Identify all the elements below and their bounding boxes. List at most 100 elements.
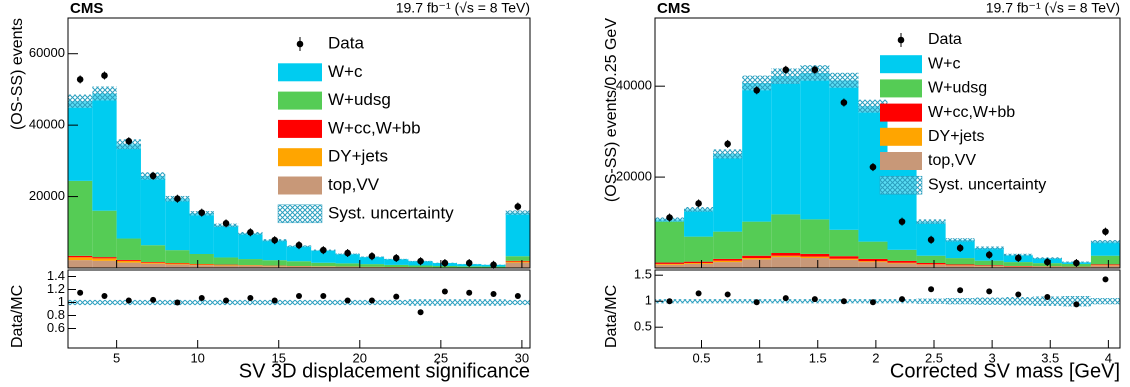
histogram-bar <box>505 261 530 263</box>
histogram-bar <box>800 258 830 268</box>
histogram-bar <box>213 265 239 268</box>
ratio-uncertainty-band <box>481 299 506 306</box>
ratio-uncertainty-band <box>408 299 433 306</box>
ratio-point <box>1044 294 1051 301</box>
histogram-bar <box>286 261 312 267</box>
data-point <box>465 259 473 267</box>
ratio-frame <box>654 269 1121 349</box>
histogram-bar <box>800 256 830 258</box>
legend-label: Syst. uncertainty <box>328 203 454 222</box>
ratio-point <box>840 298 847 305</box>
histogram-bar <box>408 265 433 268</box>
histogram-bar <box>68 180 93 256</box>
histogram-bar <box>800 219 830 254</box>
histogram-bar <box>92 210 117 258</box>
histogram-bar <box>829 258 859 260</box>
ratio-y-tick-label: 1 <box>645 293 652 308</box>
histogram-bar <box>771 76 801 215</box>
legend-swatch <box>880 79 922 98</box>
ratio-uncertainty-band <box>713 299 743 304</box>
histogram-bar <box>771 253 801 256</box>
ratio-point <box>441 288 448 295</box>
data-point <box>869 163 877 171</box>
legend-label: top,VV <box>928 152 976 169</box>
ratio-y-tick-label: 0.8 <box>47 307 65 322</box>
ratio-point <box>1073 301 1080 308</box>
ratio-uncertainty-band <box>286 299 312 306</box>
legend-swatch <box>880 55 922 74</box>
ratio-uncertainty-band <box>457 299 482 306</box>
histogram-bar <box>286 266 312 268</box>
histogram-bar <box>945 264 975 266</box>
data-point <box>811 66 819 74</box>
histogram-bar <box>858 258 888 262</box>
histogram-bar <box>505 260 530 262</box>
experiment-label: CMS <box>657 0 690 17</box>
data-point <box>149 172 157 180</box>
ratio-y-tick-label: 1.2 <box>47 281 65 296</box>
histogram-bar <box>165 263 190 265</box>
histogram-bar <box>140 175 166 246</box>
legend-swatch <box>278 148 322 167</box>
ratio-uncertainty-band <box>238 299 263 306</box>
data-point <box>368 252 376 260</box>
uncertainty-band <box>68 94 93 108</box>
legend-label: W+c <box>328 62 363 81</box>
legend-label: W+cc,W+bb <box>928 104 1015 121</box>
histogram-bar <box>359 264 385 267</box>
histogram-bar <box>311 266 336 268</box>
histogram-bar <box>140 262 166 263</box>
legend-swatch <box>278 119 322 138</box>
ratio-uncertainty-band <box>684 299 714 304</box>
histogram-bar <box>1090 241 1120 256</box>
ratio-point <box>320 293 327 299</box>
uncertainty-band <box>713 149 743 159</box>
histogram-bar <box>116 259 141 261</box>
uncertainty-band <box>1090 240 1120 244</box>
histogram-bar <box>684 261 714 263</box>
histogram-bar <box>68 257 93 261</box>
ratio-uncertainty-band <box>68 299 93 306</box>
histogram-bar <box>384 264 409 268</box>
histogram-bar <box>771 255 801 258</box>
histogram-bar <box>1090 264 1120 266</box>
histogram-bar <box>311 250 336 263</box>
ratio-uncertainty-band <box>505 299 530 306</box>
legend-label: DY+jets <box>328 147 388 166</box>
data-point <box>344 249 351 257</box>
data-point <box>985 251 993 259</box>
uncertainty-band <box>829 72 859 88</box>
histogram-bar <box>238 265 263 268</box>
ratio-y-tick-label: 0.6 <box>47 320 65 335</box>
x-tick-label: 20 <box>353 350 367 365</box>
ratio-point <box>514 293 521 299</box>
histogram-bar <box>887 260 917 263</box>
histogram-bar <box>116 262 141 268</box>
y-tick-label: 60000 <box>29 45 65 60</box>
ratio-uncertainty-band <box>1003 297 1033 306</box>
data-point <box>247 228 254 236</box>
histogram-bar <box>116 144 141 239</box>
legend-swatch <box>879 175 923 195</box>
histogram-bar <box>800 253 830 257</box>
histogram-bar <box>742 255 772 258</box>
ratio-y-tick-label: 1.5 <box>634 267 652 282</box>
histogram-bar <box>505 256 530 261</box>
x-tick-label: 1.5 <box>809 350 827 365</box>
data-point <box>898 218 906 225</box>
histogram-bar <box>335 263 360 267</box>
ratio-point <box>490 291 497 298</box>
histogram-bar <box>189 254 214 264</box>
ratio-y-axis-label: Data/MC <box>603 285 620 348</box>
histogram-bar <box>384 259 409 265</box>
x-axis-label: SV 3D displacement significance <box>239 360 530 382</box>
histogram-bar <box>887 262 917 264</box>
ratio-uncertainty-band <box>771 299 801 304</box>
legend-label: W+cc,W+bb <box>328 118 421 137</box>
uncertainty-band <box>742 75 772 91</box>
histogram-bar <box>140 263 166 268</box>
data-point <box>1102 228 1109 235</box>
histogram-bar <box>68 255 93 258</box>
histogram-bar <box>655 264 685 268</box>
